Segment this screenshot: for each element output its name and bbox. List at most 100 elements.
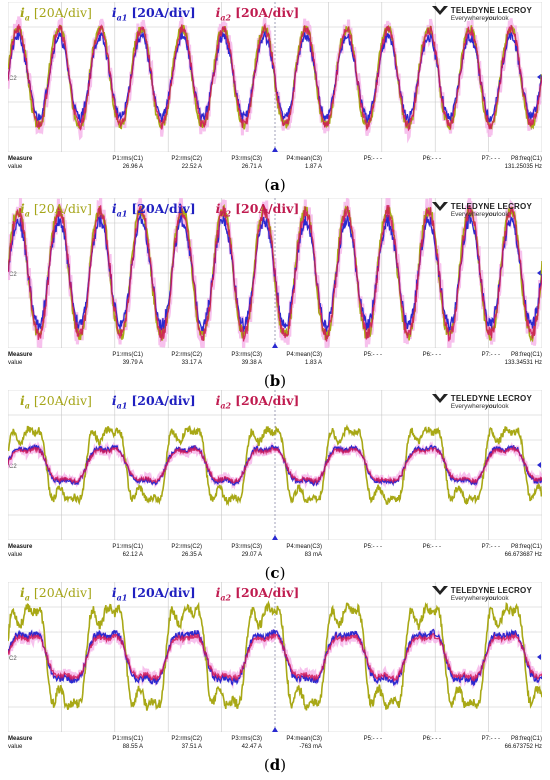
legend-ia-unit: [20A/div] [33,201,92,216]
legend-ia1-unit: [20A/div] [131,201,196,216]
measurement-cell: P1:rms(C1) 88.55 A [112,736,143,750]
legend-ia2: ia2 [20A/div] [216,393,300,411]
waveforms [8,423,542,507]
measurement-name: P3:rms(C3) [231,156,262,162]
logo-brand: TELEDYNE LECROY [450,202,532,211]
measurement-value: 22.52 A [181,164,202,170]
measurement-cell: P5:- - - [364,544,382,552]
measurement-cell: P6:- - - [423,544,441,552]
measurement-cell: P8:freq(C1) 66.673752 Hz [505,736,542,750]
trigger-marker [272,343,278,348]
logo-tagline-post: look [496,15,509,23]
scope-screen: C2 ia [20A/div] ia1 [20A/div] ia2 [20A/div]… [8,390,542,540]
measurement-name: P7:- - - [481,156,500,162]
offset-marker [537,654,541,660]
measurement-cell: P2:rms(C2) 22.52 A [171,156,202,170]
legend-ia-var: i [20,585,25,600]
logo-tagline-bold: you [485,15,497,23]
legend-ia: ia [20A/div] [20,5,92,23]
subfigure-label: c [270,564,280,582]
measurement-cell: P3:rms(C3) 26.71 A [231,156,262,170]
measurement-cell: P6:- - - [423,352,441,360]
subfigure-label: a [270,176,280,194]
legend-ia-sub: a [24,208,30,219]
measurement-value: 42.47 A [241,744,262,750]
measurement-value: 39.38 A [241,360,262,366]
legend-ia1-sub: a1 [116,592,128,603]
measurement-name: P3:rms(C3) [231,352,262,358]
legend-ia1: ia1 [20A/div] [111,393,196,411]
measurement-name: P5:- - - [363,544,382,550]
measure-header: Measure value [8,736,32,750]
legend-ia2: ia2 [20A/div] [216,5,300,23]
legend-ia1-unit: [20A/div] [131,5,196,20]
measure-header: Measure value [8,544,32,558]
logo-tagline-bold: you [485,403,497,411]
measurement-cell: P1:rms(C1) 26.96 A [112,156,143,170]
measurement-value: 33.17 A [181,360,202,366]
measurement-bar: Measure value P1:rms(C1) 26.96 A P2:rms(C2) 2… [8,153,542,175]
measurement-value: 39.79 A [122,360,143,366]
measurement-name: P1:rms(C1) [112,156,143,162]
measurement-name: P1:rms(C1) [112,352,143,358]
measurement-name: P1:rms(C1) [112,736,143,742]
legend-ia1-var: i [111,201,117,216]
logo-tagline: Everywhereyoulook [432,15,532,22]
legend-ia-unit: [20A/div] [33,585,92,600]
measurement-name: P4:mean(C3) [286,736,322,742]
legend-ia2-sub: a2 [220,592,232,603]
trigger-marker [272,147,278,152]
scope-screen: C2 ia [20A/div] ia1 [20A/div] ia2 [20A/div]… [8,2,542,152]
logo-tagline: Everywhereyoulook [432,595,532,602]
legend-ia1-var: i [111,393,117,408]
scope-panel: C2 ia [20A/div] ia1 [20A/div] ia2 [20A/div]… [0,582,550,774]
logo-tagline: Everywhereyoulook [432,211,532,218]
measurement-value: 62.12 A [122,552,143,558]
measurement-cell: P8:freq(C1) 131.25035 Hz [505,156,542,170]
measurement-cell: P7:- - - [482,544,500,552]
legend-ia2-unit: [20A/div] [235,585,300,600]
measurement-name: P2:rms(C2) [171,156,202,162]
measurement-name: P7:- - - [481,544,500,550]
legend-ia: ia [20A/div] [20,585,92,603]
legend: ia [20A/div] ia1 [20A/div] ia2 [20A/div] [20,201,319,219]
measurement-name: P4:mean(C3) [286,352,322,358]
logo-tagline-post: look [496,595,509,603]
measure-value-label: value [8,164,23,170]
measurement-value: 26.35 A [181,552,202,558]
measurement-name: P8:freq(C1) [510,352,542,358]
subfigure-caption: (b) [263,372,287,390]
measurement-value: 1.87 A [304,164,322,170]
logo-tagline-bold: you [485,211,497,219]
measurement-name: P1:rms(C1) [112,544,143,550]
subfigure-caption: (a) [264,176,286,194]
measurement-cell: P6:- - - [423,156,441,164]
measurement-cell: P2:rms(C2) 26.35 A [171,544,202,558]
legend-ia: ia [20A/div] [20,393,92,411]
scope-panel: C2 ia [20A/div] ia1 [20A/div] ia2 [20A/div]… [0,390,550,582]
measurement-value: 37.51 A [181,744,202,750]
measure-title: Measure [8,352,33,358]
teledyne-mark-icon [431,202,448,212]
measurement-value: 66.673687 Hz [504,552,542,558]
measurement-name: P8:freq(C1) [510,156,542,162]
ground-marker: C2 [9,656,17,662]
measure-title: Measure [8,156,33,162]
legend-ia1: ia1 [20A/div] [112,5,196,23]
waveforms [8,16,542,144]
scope-screen: C2 ia [20A/div] ia1 [20A/div] ia2 [20A/div]… [8,198,542,348]
subfigure-label: d [269,756,281,774]
legend: ia [20A/div] ia1 [20A/div] ia2 [20A/div] [20,585,319,603]
logo-tagline-pre: Everywhere [450,15,486,23]
measurement-value: 131.25035 Hz [504,164,542,170]
measurement-name: P5:- - - [363,736,382,742]
legend-ia2-sub: a2 [220,12,232,23]
measure-title: Measure [8,544,33,550]
offset-marker [537,462,541,468]
ground-marker: C2 [9,272,17,278]
measurement-name: P3:rms(C3) [231,736,262,742]
teledyne-mark-icon [431,6,448,16]
teledyne-mark-icon [431,394,448,404]
scope-panel: C2 ia [20A/div] ia1 [20A/div] ia2 [20A/div]… [0,198,550,390]
offset-marker [537,74,541,80]
